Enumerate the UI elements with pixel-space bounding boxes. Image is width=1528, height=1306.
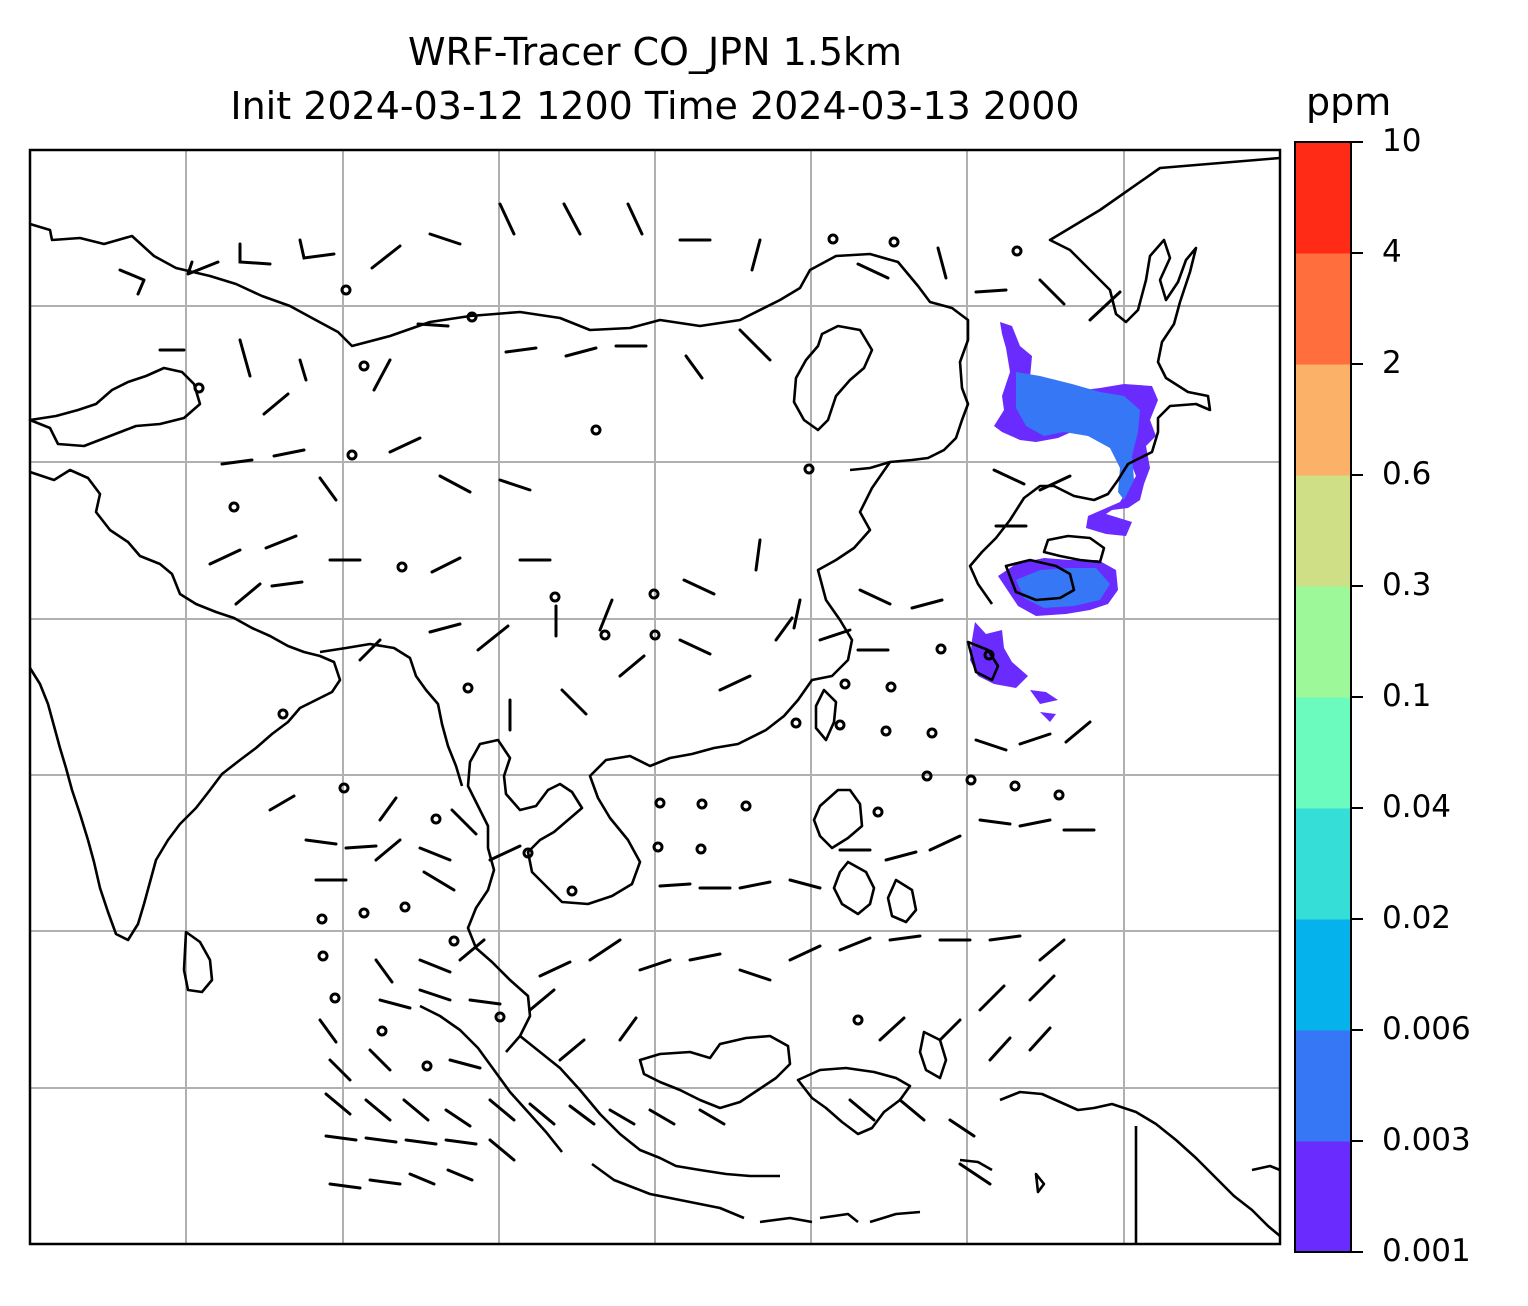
colorbar-segment (1295, 808, 1351, 920)
colorbar-tick-label: 0.003 (1382, 1122, 1471, 1158)
colorbar-tick-label: 4 (1382, 234, 1402, 270)
colorbar-tick-label: 2 (1382, 345, 1402, 381)
colorbar-tick-label: 10 (1382, 123, 1422, 159)
map-panel (28, 148, 1282, 1246)
colorbar-tick-label: 0.1 (1382, 678, 1432, 714)
colorbar-tick-label: 0.04 (1382, 789, 1452, 825)
colorbar-tick-label: 0.3 (1382, 567, 1432, 603)
wind-barbs (118, 202, 1122, 1190)
map-title-line2: Init 2024-03-12 1200 Time 2024-03-13 200… (230, 84, 1080, 128)
colorbar-segment (1295, 364, 1351, 476)
co-tracer-plume (970, 322, 1158, 722)
map-title-line1: WRF-Tracer CO_JPN 1.5km (407, 30, 903, 74)
colorbar-segment (1295, 697, 1351, 809)
graticule (30, 150, 1280, 1244)
colorbar-segment (1295, 919, 1351, 1031)
colorbar-segment (1295, 1141, 1351, 1253)
colorbar-unit: ppm (1306, 80, 1392, 124)
colorbar-tick-label: 0.006 (1382, 1011, 1471, 1047)
colorbar-segment (1295, 253, 1351, 365)
coastlines (28, 156, 1281, 1244)
colorbar-tick-label: 0.02 (1382, 900, 1452, 936)
map-frame (28, 148, 1282, 1246)
colorbar-segment (1295, 586, 1351, 698)
colorbar-tick-label: 0.6 (1382, 456, 1432, 492)
colorbar-tick-label: 0.001 (1382, 1233, 1471, 1269)
colorbar-segment (1295, 475, 1351, 587)
calm-wind-markers (193, 233, 1065, 1072)
colorbar-segment (1295, 1030, 1351, 1142)
colorbar (1294, 141, 1363, 1253)
colorbar-segment (1295, 142, 1351, 254)
